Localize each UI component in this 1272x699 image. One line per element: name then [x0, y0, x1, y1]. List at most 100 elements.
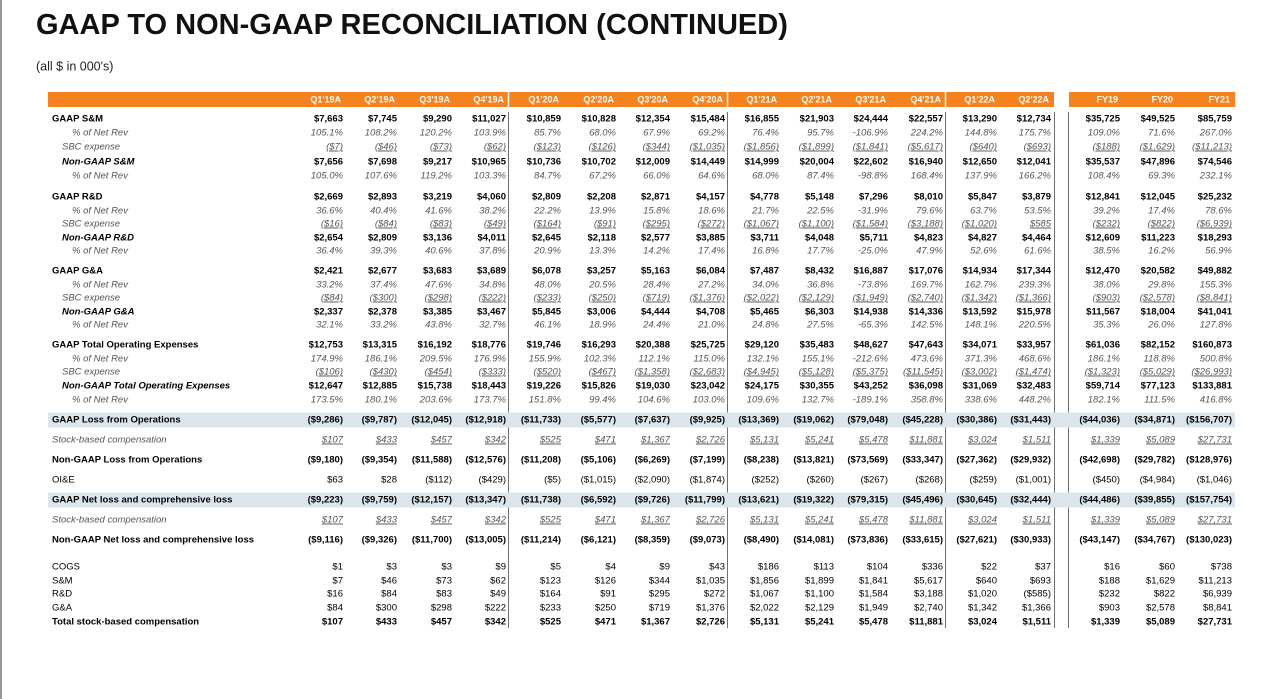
cell-value: ($1,874) [690, 475, 725, 486]
cell-value: $19,746 [527, 340, 561, 351]
cell-value: $107 [321, 435, 344, 446]
cell-value: $6,084 [696, 266, 726, 277]
cell-value: $5,089 [1145, 515, 1176, 526]
row-label: G&A [52, 603, 73, 614]
row-label: SBC expense [62, 293, 120, 304]
cell-value: $3 [441, 562, 452, 573]
cell-value: 66.0% [643, 171, 670, 182]
cell-value: $1,376 [696, 603, 725, 614]
cell-value: $14,999 [745, 157, 779, 168]
cell-value: $3,024 [967, 515, 997, 526]
cell-value: ($1,001) [1016, 475, 1051, 486]
cell-value: 14.2% [643, 246, 670, 257]
cell-value: $5,131 [749, 515, 779, 526]
cell-value: ($2,578) [1140, 293, 1175, 304]
cell-value: ($49) [484, 219, 506, 230]
cell-value: $693 [1030, 576, 1051, 587]
cell-value: $222 [485, 603, 506, 614]
row-label: OI&E [52, 475, 75, 486]
cell-value: $160,873 [1192, 340, 1232, 351]
cell-value: -189.1% [853, 395, 889, 406]
cell-value: ($157,754) [1186, 495, 1232, 506]
cell-value: 67.9% [643, 128, 670, 139]
cell-value: $5,241 [804, 435, 834, 446]
cell-value: $2,871 [641, 192, 671, 203]
cell-value: ($9,180) [308, 455, 343, 466]
cell-value: ($5) [544, 475, 561, 486]
cell-value: $23,042 [691, 381, 725, 392]
cell-value: 105.1% [311, 128, 344, 139]
cell-value: ($9,286) [308, 415, 343, 426]
cell-value: $104 [867, 562, 888, 573]
cell-value: $471 [595, 617, 617, 628]
cell-value: 38.5% [1093, 246, 1120, 257]
cell-value: 17.4% [1148, 206, 1175, 217]
cell-value: ($640) [970, 142, 997, 153]
cell-value: ($2,740) [908, 293, 943, 304]
cell-value: $84 [381, 589, 397, 600]
cell-value: ($272) [698, 219, 725, 230]
cell-value: $11,881 [908, 435, 943, 446]
cell-value: $1,035 [696, 576, 725, 587]
cell-value: $5 [550, 562, 561, 573]
cell-value: 151.8% [529, 395, 562, 406]
cell-value: $25,232 [1198, 192, 1232, 203]
row-label: COGS [52, 562, 80, 573]
cell-value: ($903) [1093, 293, 1120, 304]
cell-value: ($5,029) [1140, 367, 1175, 378]
row-label: GAAP R&D [52, 192, 103, 203]
cell-value: 102.3% [584, 354, 617, 365]
row-label: GAAP Net loss and comprehensive loss [52, 495, 232, 506]
cell-value: 40.4% [370, 206, 397, 217]
cell-value: ($6,592) [581, 495, 616, 506]
cell-value: 120.2% [420, 128, 453, 139]
cell-value: $342 [484, 515, 507, 526]
cell-value: ($2,683) [690, 367, 725, 378]
cell-value: ($128,976) [1186, 455, 1232, 466]
cell-value: $18,293 [1198, 233, 1232, 244]
cell-value: $47,896 [1141, 157, 1175, 168]
cell-value: $3,683 [423, 266, 452, 277]
cell-value: ($1,067) [744, 219, 779, 230]
cell-value: $17,076 [909, 266, 943, 277]
cell-value: 67.2% [589, 171, 616, 182]
cell-value: ($822) [1148, 219, 1175, 230]
cell-value: $1,339 [1090, 435, 1121, 446]
column-header: Q2'20A [583, 94, 614, 104]
cell-value: ($1,020) [962, 219, 997, 230]
column-header: Q4'19A [473, 94, 504, 104]
cell-value: 468.6% [1019, 354, 1052, 365]
cell-value: $186 [758, 562, 779, 573]
cell-value: ($6,269) [635, 455, 670, 466]
cell-value: $24,444 [854, 114, 889, 125]
cell-value: $3,467 [477, 307, 506, 318]
cell-value: 24.4% [642, 320, 670, 331]
cell-value: 155.1% [802, 354, 835, 365]
cell-value: 169.7% [911, 280, 944, 291]
cell-value: 148.1% [965, 320, 998, 331]
cell-value: ($1,015) [581, 475, 616, 486]
cell-value: ($9,925) [690, 415, 725, 426]
cell-value: 13.3% [589, 246, 616, 257]
cell-value: 71.6% [1148, 128, 1175, 139]
cell-value: $21,903 [800, 114, 834, 125]
cell-value: $3,024 [968, 617, 998, 628]
cell-value: $46 [381, 576, 397, 587]
cell-value: $17,344 [1017, 266, 1052, 277]
subtitle: (all $ in 000's) [36, 59, 113, 73]
cell-value: $14,336 [909, 307, 943, 318]
cell-value: ($12,576) [465, 455, 506, 466]
cell-value: ($9,787) [362, 415, 397, 426]
cell-value: $18,004 [1141, 307, 1176, 318]
cell-value: ($34,871) [1134, 415, 1175, 426]
cell-value: 416.8% [1200, 395, 1233, 406]
cell-value: $1 [332, 562, 343, 573]
cell-value: 473.6% [911, 354, 944, 365]
cell-value: 186.1% [1088, 354, 1121, 365]
cell-value: ($9,073) [690, 535, 725, 546]
cell-value: ($267) [861, 475, 888, 486]
cell-value: 173.5% [311, 395, 344, 406]
cell-value: $107 [321, 515, 344, 526]
cell-value: $3,885 [696, 233, 726, 244]
cell-value: ($9,354) [362, 455, 397, 466]
